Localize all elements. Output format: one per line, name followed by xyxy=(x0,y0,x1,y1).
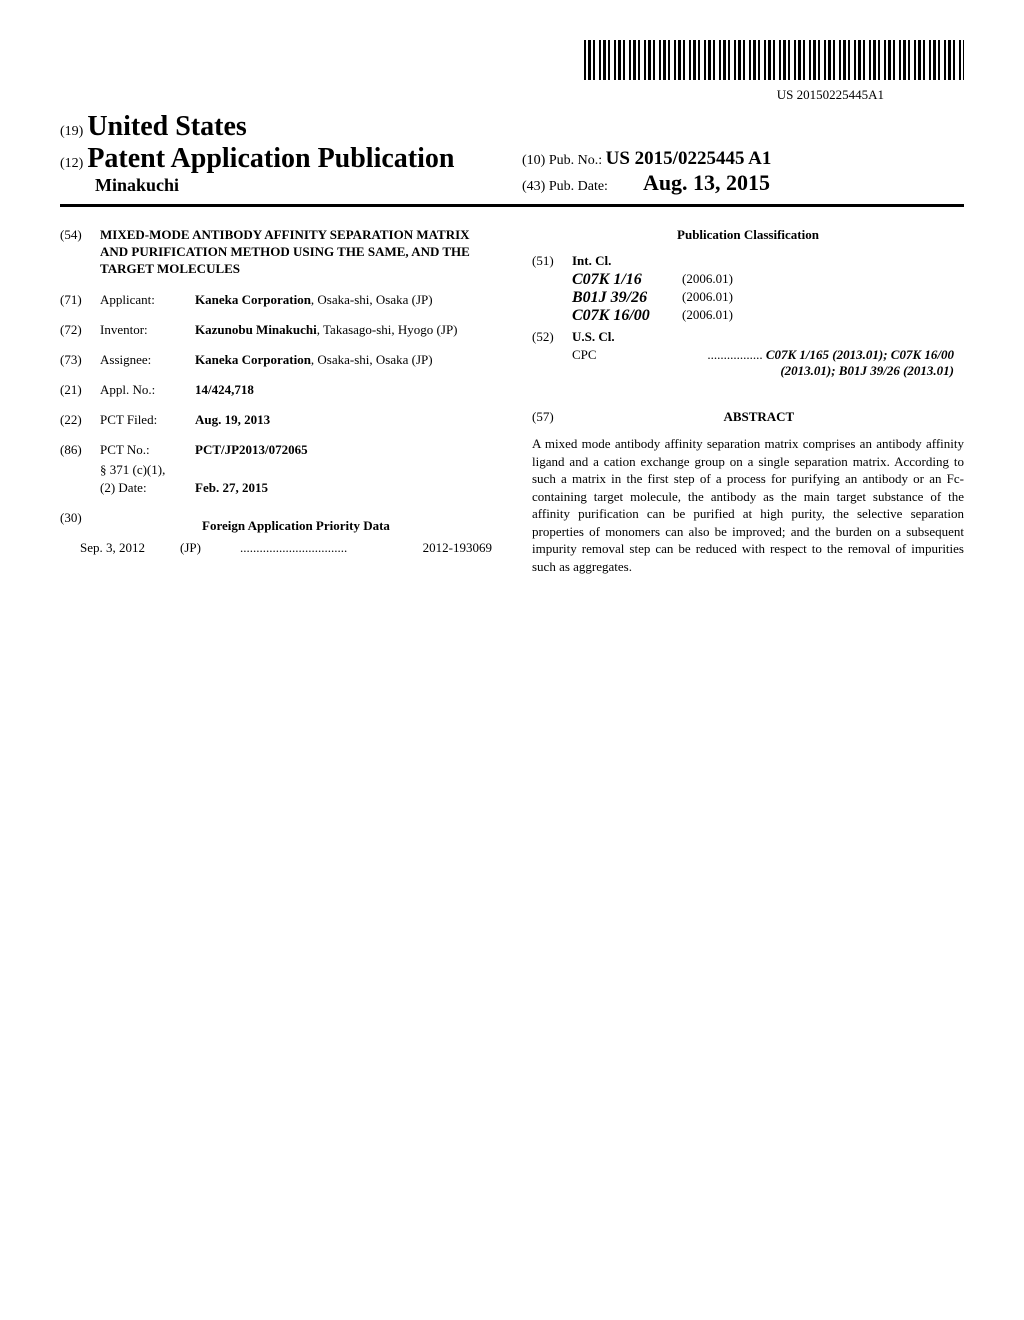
code-51: (51) xyxy=(532,253,572,269)
label-21: Appl. No.: xyxy=(100,382,195,398)
field-22: (22) PCT Filed: Aug. 19, 2013 xyxy=(60,412,492,428)
code-19: (19) xyxy=(60,124,83,139)
label-51: Int. Cl. xyxy=(572,253,642,269)
classification-header: Publication Classification xyxy=(532,227,964,243)
divider xyxy=(60,204,964,207)
label-52: U.S. Cl. xyxy=(572,329,642,345)
header-left: (19) United States (12) Patent Applicati… xyxy=(60,111,502,196)
applicant-value: Kaneka Corporation, Osaka-shi, Osaka (JP… xyxy=(195,292,492,308)
assignee-name: Kaneka Corporation xyxy=(195,352,311,367)
applicant-name: Kaneka Corporation xyxy=(195,292,311,307)
pub-date-label: Pub. Date: xyxy=(549,179,608,194)
header-row: (19) United States (12) Patent Applicati… xyxy=(60,111,964,196)
sub2-value: Feb. 27, 2015 xyxy=(195,480,492,496)
sub2-label: (2) Date: xyxy=(100,480,195,496)
inventor-header: Minakuchi xyxy=(95,175,502,196)
abstract-section: (57) ABSTRACT A mixed mode antibody affi… xyxy=(532,409,964,575)
abstract-header: ABSTRACT xyxy=(532,409,964,425)
pub-date-value: Aug. 13, 2015 xyxy=(643,170,770,195)
code-52: (52) xyxy=(532,329,572,345)
cpc-dots: ................. xyxy=(707,347,762,362)
code-30: (30) xyxy=(60,510,100,534)
inventor-value: Kazunobu Minakuchi, Takasago-shi, Hyogo … xyxy=(195,322,492,338)
int-cl-year-2: (2006.01) xyxy=(682,307,733,325)
label-22: PCT Filed: xyxy=(100,412,195,428)
assignee-location: , Osaka-shi, Osaka (JP) xyxy=(311,352,433,367)
int-cl-item-1: B01J 39/26 (2006.01) xyxy=(572,289,964,307)
country-name: United States xyxy=(87,111,246,142)
field-51: (51) Int. Cl. xyxy=(532,253,964,269)
label-86: PCT No.: xyxy=(100,442,195,458)
cpc-value-2: (2013.01); B01J 39/26 (2013.01) xyxy=(780,363,954,378)
barcode-section: US 20150225445A1 xyxy=(60,40,964,103)
field-72: (72) Inventor: Kazunobu Minakuchi, Takas… xyxy=(60,322,492,338)
priority-dots: ................................. xyxy=(240,540,392,556)
cpc-line-2: (2013.01); B01J 39/26 (2013.01) xyxy=(572,363,964,379)
appl-no-value: 14/424,718 xyxy=(195,382,492,398)
code-12: (12) xyxy=(60,156,83,171)
code-10: (10) xyxy=(522,153,545,168)
field-52: (52) U.S. Cl. xyxy=(532,329,964,345)
foreign-priority-header: Foreign Application Priority Data xyxy=(100,518,492,534)
cpc-line-1: CPC ................. C07K 1/165 (2013.0… xyxy=(572,347,964,363)
inventor-location: , Takasago-shi, Hyogo (JP) xyxy=(317,322,458,337)
label-73: Assignee: xyxy=(100,352,195,368)
pub-no-label: Pub. No.: xyxy=(549,153,602,168)
priority-row: Sep. 3, 2012 (JP) ......................… xyxy=(80,540,492,556)
right-column: Publication Classification (51) Int. Cl.… xyxy=(532,227,964,575)
code-54: (54) xyxy=(60,227,100,278)
code-43: (43) xyxy=(522,179,545,194)
field-73: (73) Assignee: Kaneka Corporation, Osaka… xyxy=(60,352,492,368)
int-cl-name-1: B01J 39/26 xyxy=(572,289,682,307)
cpc-label: CPC xyxy=(572,347,597,363)
int-cl-year-1: (2006.01) xyxy=(682,289,733,307)
label-71: Applicant: xyxy=(100,292,195,308)
code-21: (21) xyxy=(60,382,100,398)
field-54: (54) MIXED-MODE ANTIBODY AFFINITY SEPARA… xyxy=(60,227,492,278)
pct-no-value: PCT/JP2013/072065 xyxy=(195,442,492,458)
applicant-location: , Osaka-shi, Osaka (JP) xyxy=(311,292,433,307)
pct-filed-value: Aug. 19, 2013 xyxy=(195,412,492,428)
int-cl-year-0: (2006.01) xyxy=(682,271,733,289)
assignee-value: Kaneka Corporation, Osaka-shi, Osaka (JP… xyxy=(195,352,492,368)
barcode-number: US 20150225445A1 xyxy=(60,87,884,103)
code-71: (71) xyxy=(60,292,100,308)
field-86-sub2: (2) Date: Feb. 27, 2015 xyxy=(60,480,492,496)
field-21: (21) Appl. No.: 14/424,718 xyxy=(60,382,492,398)
field-30: (30) Foreign Application Priority Data xyxy=(60,510,492,534)
label-72: Inventor: xyxy=(100,322,195,338)
content-columns: (54) MIXED-MODE ANTIBODY AFFINITY SEPARA… xyxy=(60,227,964,575)
int-cl-name-2: C07K 16/00 xyxy=(572,307,682,325)
cpc-value-1: C07K 1/165 (2013.01); C07K 16/00 xyxy=(766,347,954,362)
sub1-label: § 371 (c)(1), xyxy=(100,462,195,478)
left-column: (54) MIXED-MODE ANTIBODY AFFINITY SEPARA… xyxy=(60,227,492,575)
publication-title: Patent Application Publication xyxy=(87,143,454,174)
code-57: (57) xyxy=(532,409,554,425)
int-cl-item-0: C07K 1/16 (2006.01) xyxy=(572,271,964,289)
abstract-text: A mixed mode antibody affinity separatio… xyxy=(532,435,964,575)
priority-date: Sep. 3, 2012 xyxy=(80,540,180,556)
code-73: (73) xyxy=(60,352,100,368)
int-cl-name-0: C07K 1/16 xyxy=(572,271,682,289)
field-86: (86) PCT No.: PCT/JP2013/072065 xyxy=(60,442,492,458)
int-cl-item-2: C07K 16/00 (2006.01) xyxy=(572,307,964,325)
code-22: (22) xyxy=(60,412,100,428)
field-86-sub1: § 371 (c)(1), xyxy=(60,462,492,478)
header-right: (10) Pub. No.: US 2015/0225445 A1 (43) P… xyxy=(502,148,964,196)
invention-title: MIXED-MODE ANTIBODY AFFINITY SEPARATION … xyxy=(100,227,492,278)
code-86: (86) xyxy=(60,442,100,458)
barcode-graphic xyxy=(584,40,964,80)
priority-number: 2012-193069 xyxy=(392,540,492,556)
field-71: (71) Applicant: Kaneka Corporation, Osak… xyxy=(60,292,492,308)
pub-no-value: US 2015/0225445 A1 xyxy=(606,148,772,169)
inventor-name-value: Kazunobu Minakuchi xyxy=(195,322,317,337)
priority-country: (JP) xyxy=(180,540,240,556)
code-72: (72) xyxy=(60,322,100,338)
